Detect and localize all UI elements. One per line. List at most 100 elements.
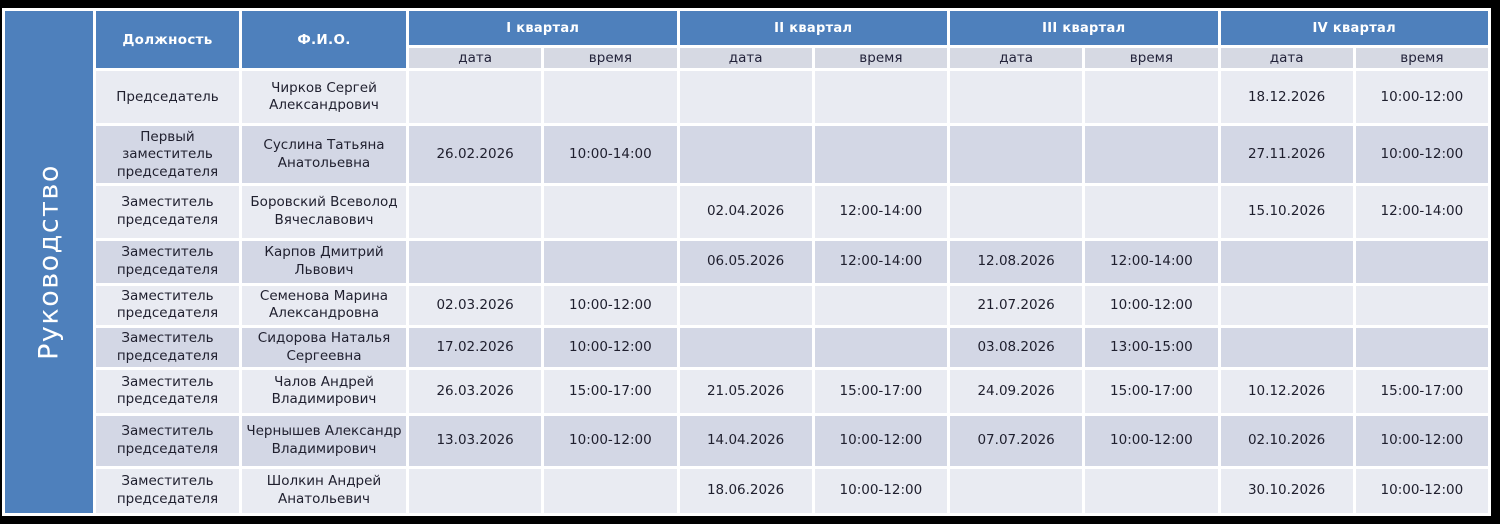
cell-name: Чалов Андрей Владимирович — [242, 370, 406, 413]
cell-q1-date: 26.03.2026 — [409, 370, 542, 413]
cell-q3-time: 15:00-17:00 — [1085, 370, 1218, 413]
table-row: Заместитель председателя Чернышев Алекса… — [5, 415, 1488, 466]
cell-position: Заместитель председателя — [96, 328, 239, 368]
cell-q3-date: 07.07.2026 — [950, 415, 1083, 466]
cell-q2-time: 10:00-12:00 — [814, 468, 947, 513]
cell-q2-date: 18.06.2026 — [679, 468, 812, 513]
header-quarter-4: IV квартал — [1220, 11, 1488, 46]
cell-q2-time — [814, 328, 947, 368]
document-canvas: Руководство Должность Ф.И.О. I квартал I… — [2, 8, 1491, 516]
cell-q2-date: 02.04.2026 — [679, 186, 812, 238]
cell-q4-date: 15.10.2026 — [1220, 186, 1353, 238]
cell-q4-time: 10:00-12:00 — [1355, 468, 1488, 513]
cell-q1-time — [544, 71, 677, 124]
cell-q2-time: 12:00-14:00 — [814, 186, 947, 238]
cell-q4-time — [1355, 328, 1488, 368]
section-label-band: Руководство — [5, 11, 93, 513]
cell-q1-date — [409, 71, 542, 124]
cell-q2-time: 10:00-12:00 — [814, 415, 947, 466]
header-row-date-time: дата время дата время дата время дата вр… — [5, 48, 1488, 69]
subheader-q3-time: время — [1085, 48, 1218, 69]
cell-q2-date — [679, 71, 812, 124]
cell-q4-date: 27.11.2026 — [1220, 126, 1353, 184]
cell-q3-date — [950, 126, 1083, 184]
cell-q4-time: 10:00-12:00 — [1355, 71, 1488, 124]
cell-q3-date: 24.09.2026 — [950, 370, 1083, 413]
table-row: Заместитель председателя Семенова Марина… — [5, 285, 1488, 326]
cell-q1-date — [409, 468, 542, 513]
cell-position: Заместитель председателя — [96, 186, 239, 238]
cell-q3-time — [1085, 71, 1218, 124]
cell-q3-date: 03.08.2026 — [950, 328, 1083, 368]
header-name: Ф.И.О. — [242, 11, 406, 69]
subheader-q1-date: дата — [409, 48, 542, 69]
cell-q4-date — [1220, 285, 1353, 326]
cell-q4-time: 15:00-17:00 — [1355, 370, 1488, 413]
subheader-q1-time: время — [544, 48, 677, 69]
cell-q2-date — [679, 328, 812, 368]
cell-q1-time — [544, 240, 677, 283]
header-row-quarters: Руководство Должность Ф.И.О. I квартал I… — [5, 11, 1488, 513]
cell-name: Чирков Сергей Александрович — [242, 71, 406, 124]
cell-q1-date — [409, 240, 542, 283]
cell-name: Сидорова Наталья Сергеевна — [242, 328, 406, 368]
cell-name: Карпов Дмитрий Львович — [242, 240, 406, 283]
subheader-q3-date: дата — [950, 48, 1083, 69]
cell-q2-time: 15:00-17:00 — [814, 370, 947, 413]
cell-q3-date — [950, 468, 1083, 513]
cell-q2-date — [679, 126, 812, 184]
subheader-q2-date: дата — [679, 48, 812, 69]
cell-q4-time: 10:00-12:00 — [1355, 126, 1488, 184]
header-quarter-1: I квартал — [409, 11, 677, 46]
cell-name: Семенова Марина Александровна — [242, 285, 406, 326]
cell-q4-date — [1220, 240, 1353, 283]
cell-q1-time — [544, 186, 677, 238]
cell-q1-time: 10:00-12:00 — [544, 285, 677, 326]
cell-name: Шолкин Андрей Анатольевич — [242, 468, 406, 513]
table-row: Председатель Чирков Сергей Александрович… — [5, 71, 1488, 124]
cell-q2-time: 12:00-14:00 — [814, 240, 947, 283]
cell-q2-date: 21.05.2026 — [679, 370, 812, 413]
cell-q3-time — [1085, 186, 1218, 238]
cell-q1-date: 17.02.2026 — [409, 328, 542, 368]
cell-q1-date: 02.03.2026 — [409, 285, 542, 326]
cell-q4-date: 10.12.2026 — [1220, 370, 1353, 413]
cell-q1-date: 26.02.2026 — [409, 126, 542, 184]
cell-q4-time: 12:00-14:00 — [1355, 186, 1488, 238]
cell-name: Суслина Татьяна Анатольевна — [242, 126, 406, 184]
cell-q2-date: 14.04.2026 — [679, 415, 812, 466]
cell-q3-time: 10:00-12:00 — [1085, 285, 1218, 326]
cell-name: Боровский Всеволод Вячеславович — [242, 186, 406, 238]
schedule-table: Руководство Должность Ф.И.О. I квартал I… — [2, 8, 1491, 516]
subheader-q2-time: время — [814, 48, 947, 69]
cell-q4-date: 30.10.2026 — [1220, 468, 1353, 513]
cell-q3-time: 10:00-12:00 — [1085, 415, 1218, 466]
header-position: Должность — [96, 11, 239, 69]
section-label: Руководство — [33, 164, 65, 360]
cell-q3-date — [950, 71, 1083, 124]
cell-q2-date — [679, 285, 812, 326]
cell-q1-date: 13.03.2026 — [409, 415, 542, 466]
cell-q3-time: 13:00-15:00 — [1085, 328, 1218, 368]
cell-q1-time: 10:00-14:00 — [544, 126, 677, 184]
cell-q4-date — [1220, 328, 1353, 368]
cell-q2-time — [814, 285, 947, 326]
header-quarter-3: III квартал — [950, 11, 1218, 46]
cell-q1-time — [544, 468, 677, 513]
cell-q4-time — [1355, 240, 1488, 283]
cell-q3-time — [1085, 468, 1218, 513]
cell-position: Первый заместитель председателя — [96, 126, 239, 184]
cell-q1-date — [409, 186, 542, 238]
table-row: Заместитель председателя Сидорова Наталь… — [5, 328, 1488, 368]
cell-position: Председатель — [96, 71, 239, 124]
subheader-q4-time: время — [1355, 48, 1488, 69]
cell-q3-date: 12.08.2026 — [950, 240, 1083, 283]
subheader-q4-date: дата — [1220, 48, 1353, 69]
cell-q4-date: 18.12.2026 — [1220, 71, 1353, 124]
cell-position: Заместитель председателя — [96, 240, 239, 283]
cell-q1-time: 10:00-12:00 — [544, 415, 677, 466]
cell-position: Заместитель председателя — [96, 285, 239, 326]
cell-q2-time — [814, 126, 947, 184]
cell-name: Чернышев Александр Владимирович — [242, 415, 406, 466]
cell-q3-date: 21.07.2026 — [950, 285, 1083, 326]
